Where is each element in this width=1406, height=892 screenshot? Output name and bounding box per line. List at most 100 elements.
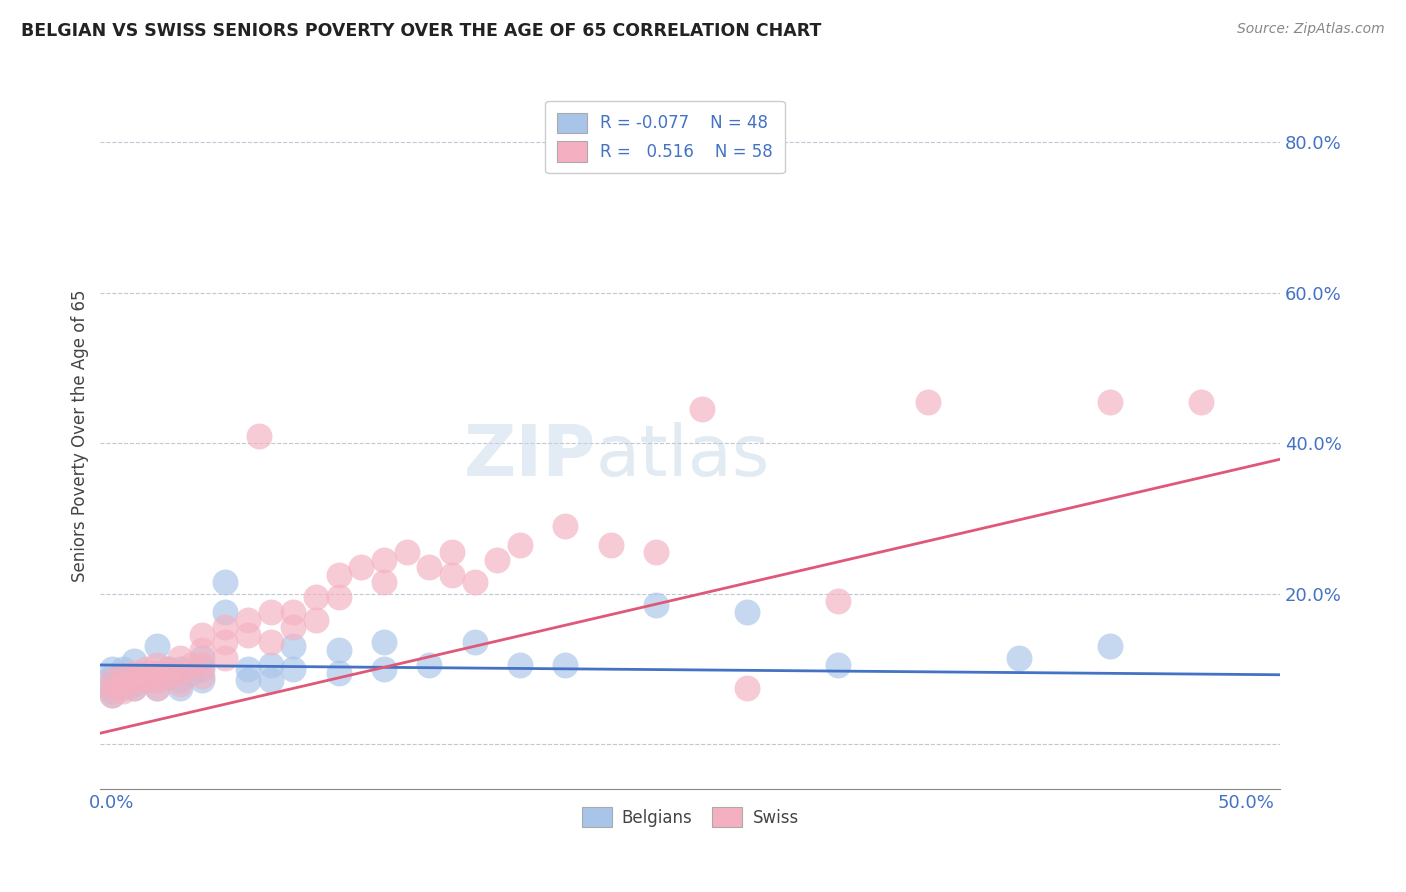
Point — [1098, 639, 1121, 653]
Point — [135, 665, 157, 680]
Point — [112, 673, 135, 687]
Point — [554, 519, 576, 533]
Point — [100, 669, 122, 683]
Point — [191, 628, 214, 642]
Point — [157, 669, 180, 683]
Point — [157, 669, 180, 683]
Point — [305, 613, 328, 627]
Point — [112, 677, 135, 691]
Point — [464, 575, 486, 590]
Point — [214, 650, 236, 665]
Point — [191, 669, 214, 683]
Text: Source: ZipAtlas.com: Source: ZipAtlas.com — [1237, 22, 1385, 37]
Point — [169, 673, 191, 687]
Point — [169, 665, 191, 680]
Point — [554, 658, 576, 673]
Point — [1189, 394, 1212, 409]
Point — [100, 688, 122, 702]
Point — [440, 545, 463, 559]
Point — [917, 394, 939, 409]
Point — [146, 665, 169, 680]
Point — [645, 598, 668, 612]
Point — [328, 643, 350, 657]
Point — [146, 658, 169, 673]
Point — [735, 606, 758, 620]
Point — [827, 594, 849, 608]
Point — [305, 591, 328, 605]
Point — [146, 673, 169, 687]
Point — [146, 639, 169, 653]
Point — [124, 681, 146, 695]
Point — [169, 662, 191, 676]
Point — [214, 575, 236, 590]
Point — [440, 567, 463, 582]
Point — [157, 662, 180, 676]
Point — [146, 665, 169, 680]
Point — [486, 552, 509, 566]
Point — [350, 560, 373, 574]
Point — [690, 402, 713, 417]
Point — [191, 673, 214, 687]
Point — [283, 620, 305, 634]
Point — [100, 662, 122, 676]
Point — [191, 662, 214, 676]
Point — [112, 662, 135, 676]
Point — [283, 639, 305, 653]
Point — [645, 545, 668, 559]
Point — [214, 635, 236, 649]
Point — [214, 606, 236, 620]
Point — [124, 669, 146, 683]
Point — [100, 673, 122, 687]
Point — [283, 606, 305, 620]
Point — [373, 662, 395, 676]
Point — [259, 635, 281, 649]
Point — [169, 677, 191, 691]
Point — [124, 665, 146, 680]
Point — [124, 681, 146, 695]
Point — [236, 662, 259, 676]
Point — [124, 673, 146, 687]
Point — [509, 538, 531, 552]
Point — [259, 658, 281, 673]
Point — [509, 658, 531, 673]
Text: atlas: atlas — [596, 422, 770, 491]
Point — [169, 650, 191, 665]
Point — [395, 545, 418, 559]
Point — [599, 538, 621, 552]
Point — [157, 662, 180, 676]
Point — [146, 681, 169, 695]
Point — [236, 628, 259, 642]
Point — [112, 684, 135, 698]
Legend: Belgians, Swiss: Belgians, Swiss — [575, 800, 806, 834]
Point — [124, 677, 146, 691]
Point — [100, 684, 122, 698]
Point — [236, 673, 259, 687]
Point — [124, 654, 146, 668]
Point — [112, 681, 135, 695]
Point — [283, 662, 305, 676]
Point — [135, 673, 157, 687]
Y-axis label: Seniors Poverty Over the Age of 65: Seniors Poverty Over the Age of 65 — [72, 289, 89, 582]
Point — [1098, 394, 1121, 409]
Point — [247, 428, 270, 442]
Point — [418, 560, 440, 574]
Point — [328, 665, 350, 680]
Point — [373, 552, 395, 566]
Point — [373, 635, 395, 649]
Point — [214, 620, 236, 634]
Point — [328, 567, 350, 582]
Point — [735, 681, 758, 695]
Text: BELGIAN VS SWISS SENIORS POVERTY OVER THE AGE OF 65 CORRELATION CHART: BELGIAN VS SWISS SENIORS POVERTY OVER TH… — [21, 22, 821, 40]
Point — [236, 613, 259, 627]
Point — [169, 681, 191, 695]
Point — [180, 658, 202, 673]
Point — [100, 681, 122, 695]
Point — [100, 677, 122, 691]
Point — [373, 575, 395, 590]
Point — [418, 658, 440, 673]
Point — [464, 635, 486, 649]
Point — [328, 591, 350, 605]
Point — [146, 681, 169, 695]
Point — [191, 643, 214, 657]
Point — [259, 673, 281, 687]
